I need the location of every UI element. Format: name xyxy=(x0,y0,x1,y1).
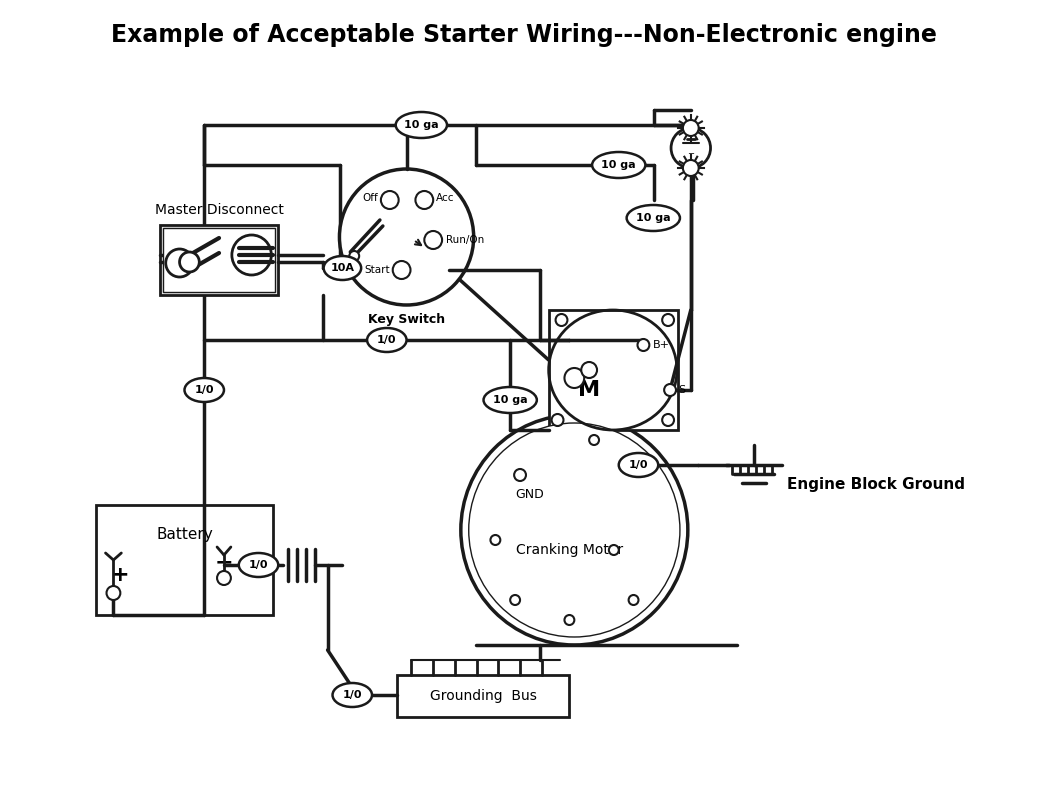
Circle shape xyxy=(415,191,433,209)
Text: 1/0: 1/0 xyxy=(343,690,362,700)
Circle shape xyxy=(582,362,597,378)
Ellipse shape xyxy=(396,112,447,138)
Text: Cranking Motor: Cranking Motor xyxy=(516,543,623,557)
Circle shape xyxy=(551,414,564,426)
Text: Grounding  Bus: Grounding Bus xyxy=(430,689,537,703)
Circle shape xyxy=(565,368,584,388)
Text: Example of Acceptable Starter Wiring---Non-Electronic engine: Example of Acceptable Starter Wiring---N… xyxy=(111,23,937,47)
Text: M: M xyxy=(578,380,601,400)
Circle shape xyxy=(232,235,271,275)
Ellipse shape xyxy=(184,378,224,402)
Ellipse shape xyxy=(592,152,646,178)
Text: 10 ga: 10 ga xyxy=(602,160,636,170)
Circle shape xyxy=(340,169,474,305)
Text: 10A: 10A xyxy=(330,263,354,273)
Text: Engine Block Ground: Engine Block Ground xyxy=(787,478,964,492)
Text: Master Disconnect: Master Disconnect xyxy=(155,203,283,217)
Circle shape xyxy=(662,414,674,426)
Circle shape xyxy=(637,339,650,351)
Ellipse shape xyxy=(627,205,680,231)
Text: 10 ga: 10 ga xyxy=(636,213,671,223)
Ellipse shape xyxy=(332,683,372,707)
Text: 10 ga: 10 ga xyxy=(493,395,527,405)
Circle shape xyxy=(510,595,520,605)
Circle shape xyxy=(515,469,526,481)
Circle shape xyxy=(629,595,638,605)
Circle shape xyxy=(662,314,674,326)
Text: 10 ga: 10 ga xyxy=(405,120,439,130)
Circle shape xyxy=(683,120,699,136)
Circle shape xyxy=(424,231,442,249)
Circle shape xyxy=(671,128,711,168)
Circle shape xyxy=(490,535,500,545)
Circle shape xyxy=(107,586,121,600)
Ellipse shape xyxy=(324,256,362,280)
Text: 1/0: 1/0 xyxy=(195,385,214,395)
Bar xyxy=(95,505,274,615)
Circle shape xyxy=(683,160,699,176)
Circle shape xyxy=(217,571,231,585)
Text: GND: GND xyxy=(516,488,544,502)
Text: Battery: Battery xyxy=(156,527,213,543)
Bar xyxy=(397,675,569,717)
Circle shape xyxy=(349,251,359,261)
Text: S: S xyxy=(678,385,685,395)
Text: +: + xyxy=(111,565,130,585)
Text: 1/0: 1/0 xyxy=(377,335,396,345)
Circle shape xyxy=(565,615,574,625)
Text: Off: Off xyxy=(363,193,378,203)
Polygon shape xyxy=(549,310,678,430)
Text: ─: ─ xyxy=(689,149,694,157)
Text: Acc: Acc xyxy=(436,193,455,203)
Text: 1/0: 1/0 xyxy=(248,560,268,570)
Circle shape xyxy=(380,191,398,209)
Circle shape xyxy=(179,252,199,272)
Text: Run/On: Run/On xyxy=(446,235,484,245)
Circle shape xyxy=(589,435,599,445)
Bar xyxy=(159,225,279,295)
Bar xyxy=(162,228,276,292)
Circle shape xyxy=(609,545,618,555)
Ellipse shape xyxy=(239,553,279,577)
Text: 1/0: 1/0 xyxy=(629,460,649,470)
Ellipse shape xyxy=(483,387,537,413)
Text: Start: Start xyxy=(364,265,390,275)
Text: Key Switch: Key Switch xyxy=(368,313,445,327)
Circle shape xyxy=(461,415,687,645)
Text: −: − xyxy=(215,552,234,572)
Circle shape xyxy=(664,384,676,396)
Circle shape xyxy=(468,423,680,637)
Circle shape xyxy=(555,314,567,326)
Circle shape xyxy=(393,261,411,279)
Circle shape xyxy=(166,249,194,277)
Text: B+: B+ xyxy=(653,340,671,350)
Ellipse shape xyxy=(618,453,658,477)
Ellipse shape xyxy=(367,328,407,352)
